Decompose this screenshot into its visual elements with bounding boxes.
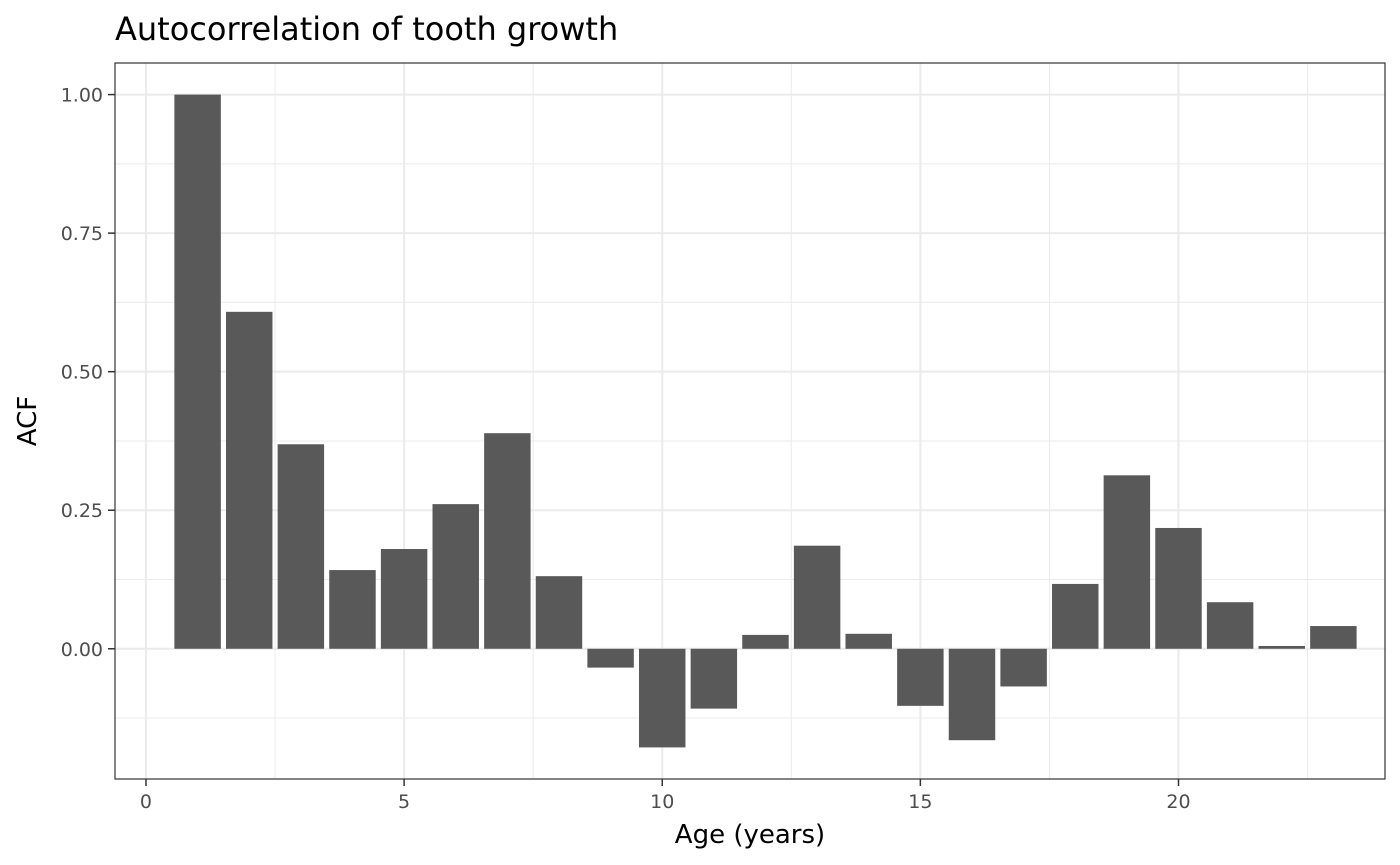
y-tick-label: 0.25 <box>61 500 103 522</box>
x-tick-label: 0 <box>140 791 152 813</box>
bar-lag-21 <box>1206 602 1254 649</box>
bar-lag-20 <box>1155 527 1202 649</box>
bars <box>174 94 1357 748</box>
bar-lag-1 <box>174 94 221 649</box>
y-axis: 0.00 0.25 0.50 0.75 1.00 <box>61 85 115 661</box>
bar-lag-11 <box>690 648 738 709</box>
panel-border <box>114 62 1386 780</box>
x-axis-title: Age (years) <box>675 820 825 850</box>
grid <box>115 63 1385 779</box>
x-tick-label: 15 <box>908 791 932 813</box>
bar-lag-3 <box>277 444 325 649</box>
bar-lag-5 <box>380 549 428 649</box>
x-tick-label: 20 <box>1166 791 1190 813</box>
y-tick-label: 1.00 <box>61 85 103 107</box>
bar-lag-15 <box>897 648 944 706</box>
y-tick-label: 0.00 <box>61 639 103 661</box>
bar-lag-16 <box>948 648 996 741</box>
y-axis-title: ACF <box>13 396 43 446</box>
x-tick-label: 10 <box>650 791 674 813</box>
y-tick-label: 0.50 <box>61 362 103 384</box>
bar-lag-14 <box>845 633 892 649</box>
bar-lag-18 <box>1052 583 1099 649</box>
chart-title: Autocorrelation of tooth growth <box>115 10 618 48</box>
bar-lag-12 <box>742 634 789 649</box>
bar-lag-23 <box>1310 626 1357 649</box>
x-axis: 0 5 10 15 20 <box>140 779 1191 813</box>
bar-lag-2 <box>225 311 273 649</box>
bar-lag-4 <box>329 570 376 649</box>
bar-lag-13 <box>793 545 841 649</box>
x-tick-label: 5 <box>398 791 410 813</box>
y-tick-label: 0.75 <box>61 223 103 245</box>
bar-lag-7 <box>484 433 531 649</box>
bar-lag-17 <box>1000 648 1047 687</box>
bar-lag-9 <box>587 648 634 668</box>
bar-lag-22 <box>1258 645 1305 649</box>
bar-lag-6 <box>432 504 479 649</box>
bar-lag-8 <box>535 576 583 649</box>
bar-lag-10 <box>639 648 686 748</box>
bar-lag-19 <box>1103 475 1151 649</box>
